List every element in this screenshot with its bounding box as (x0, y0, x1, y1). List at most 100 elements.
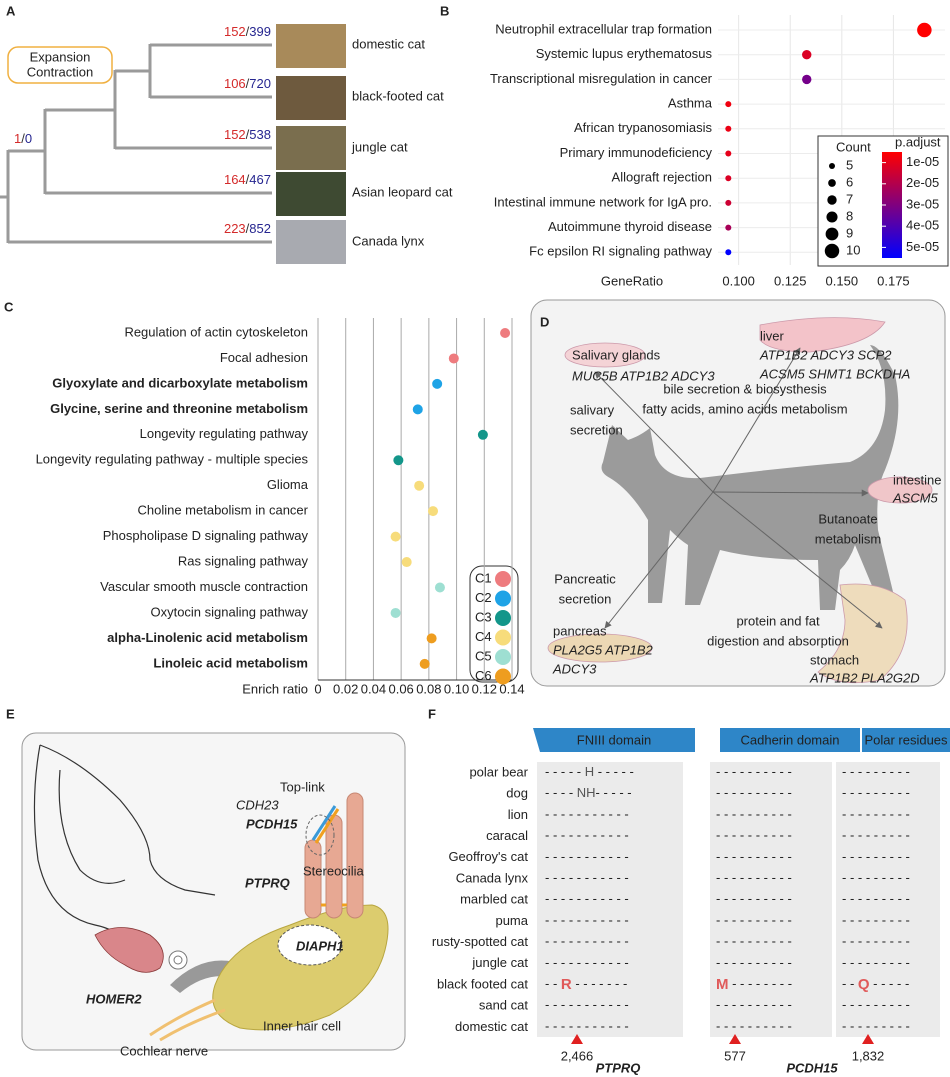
residue: R (561, 976, 572, 993)
size-key (824, 243, 840, 259)
organ-name: liver (760, 328, 785, 343)
alignment: - - - - - - - - - - - (545, 998, 629, 1013)
residue: Q (858, 976, 870, 993)
size-key (825, 227, 839, 241)
gene-name: PCDH15 (786, 1060, 838, 1075)
gap: - - - - - - - - - - (716, 998, 792, 1013)
category-label: alpha-Linolenic acid metabolism (107, 630, 308, 645)
nucleus (277, 924, 343, 966)
function-label: metabolism (815, 531, 881, 546)
category-label: Glyoxylate and dicarboxylate metabolism (52, 375, 308, 390)
species-name: domestic cat (352, 36, 425, 51)
gap: - - - - - - - - (729, 976, 793, 991)
category-label: Ras signaling pathway (178, 553, 309, 568)
x-tick-label: 0.175 (877, 273, 910, 288)
panel-label: E (6, 706, 15, 721)
alignment: - - - - - - - - - - (716, 828, 792, 843)
category-label: Regulation of actin cytoskeleton (124, 324, 308, 339)
gap: - - - - - - - - - - (716, 786, 792, 801)
gap: - - - - - - - - - (842, 870, 910, 885)
gene-name: PTPRQ (596, 1060, 641, 1075)
bubble (802, 74, 812, 85)
alignment: M - - - - - - - - (716, 976, 792, 993)
function-label: Pancreatic (554, 571, 616, 586)
size-key-label: 10 (846, 242, 860, 257)
legend-swatch (495, 668, 511, 685)
alignment-blocks (537, 762, 940, 1037)
alignment: - - - - - - - - - - (716, 892, 792, 907)
species-name: Asian leopard cat (352, 184, 453, 199)
dot (390, 607, 401, 618)
branch-count: 152/399 (224, 24, 271, 39)
cluster-legend-box (469, 565, 519, 683)
gap: - - - - - (596, 786, 632, 801)
alignment: - - - - - - - - - - - (545, 934, 629, 949)
species-name: polar bear (469, 764, 528, 779)
gap: - - - - - - - - - (842, 892, 910, 907)
species-name: domestic cat (455, 1019, 528, 1034)
branch-count: 152/538 (224, 127, 271, 142)
function-label: salivary (570, 402, 615, 417)
legend-swatch (495, 629, 511, 646)
gap: - - - - - - - - - (842, 1019, 910, 1034)
stereocilia (304, 792, 364, 919)
legend-title: p.adjust (895, 134, 941, 149)
ear-label: HOMER2 (86, 991, 142, 1006)
species-name: lion (508, 807, 528, 822)
organ-name: Salivary glands (572, 347, 661, 362)
residue: NH (577, 786, 596, 801)
ear-label: Top-link (280, 779, 325, 794)
alignment: - - - - - - - - - - - (545, 955, 629, 970)
x-tick-label: 0.08 (416, 681, 441, 696)
category-label: Phospholipase D signaling pathway (103, 528, 309, 543)
function-label: secretion (570, 422, 623, 437)
gene-list: ATP1B2 PLA2G2D (809, 670, 920, 685)
legend-entry: Expansion (30, 49, 91, 64)
panel-label: B (440, 3, 449, 18)
size-key-label: 5 (846, 157, 853, 172)
panel-label: D (540, 314, 549, 329)
category-label: Primary immunodeficiency (560, 145, 713, 160)
gap: - - - - - - - - - (842, 998, 910, 1013)
panel-label: A (6, 3, 16, 18)
category-label: Intestinal immune network for IgA pro. (494, 194, 712, 209)
separator: / (246, 127, 250, 142)
species-name: jungle cat (471, 955, 528, 970)
gap: - - - - - (545, 764, 585, 779)
site-markers (571, 1034, 874, 1044)
separator: / (21, 131, 25, 146)
category-label: Longevity regulating pathway (140, 426, 309, 441)
dot (419, 658, 430, 669)
gap: - - - - - - - - - - - (545, 870, 629, 885)
separator: / (246, 76, 250, 91)
branch-count: 223/852 (224, 221, 271, 236)
alignment: - - - - - - - - - - - (545, 870, 629, 885)
bubble (802, 50, 812, 60)
branch-count: 1/0 (14, 131, 32, 146)
alignment: - - - - - - - - - - (716, 849, 792, 864)
alignment: - - - - - - - - - (842, 955, 910, 970)
dot (412, 404, 423, 415)
colorbar-label: 1e-05 (906, 154, 939, 169)
dot (426, 633, 437, 644)
bubble (725, 249, 732, 256)
category-label: Autoimmune thyroid disease (548, 219, 712, 234)
alignment: - - - - - - - - - - - (545, 807, 629, 822)
site-position: 2,466 (561, 1048, 594, 1063)
branch-count: 106/720 (224, 76, 271, 91)
alignment: - - - - - - - - - (842, 870, 910, 885)
gap: - - - - - - - - - - - (545, 807, 629, 822)
x-tick-label: 0.150 (826, 273, 859, 288)
x-axis-label: GeneRatio (601, 273, 663, 288)
contraction-count: 0 (25, 131, 32, 146)
dot (477, 429, 488, 440)
expansion-count: 106 (224, 76, 246, 91)
gap: - - - - - - - - - - (716, 828, 792, 843)
alignment: - - - - - - - - - - (716, 998, 792, 1013)
size-key (829, 163, 835, 169)
alignment: - - - - - - - - - - (716, 786, 792, 801)
cat-silhouette (601, 345, 899, 610)
hair-cell (212, 904, 389, 1031)
